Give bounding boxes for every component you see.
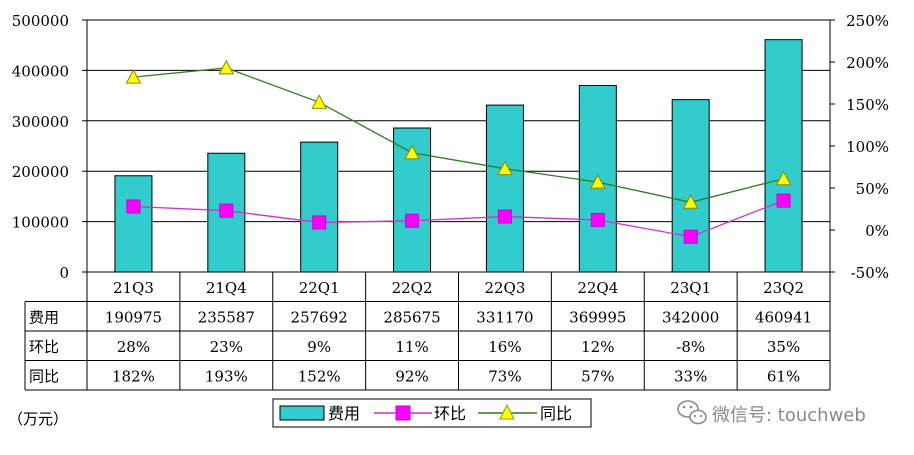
right-tick-label: 200% (846, 54, 889, 72)
table-cell: 35% (767, 338, 800, 356)
left-tick-label: 100000 (12, 214, 69, 232)
line-qoq (133, 199, 784, 238)
x-tick-label: 23Q1 (670, 279, 711, 297)
legend: 费用 环比 同比 (272, 398, 592, 428)
unit-label: （万元） (8, 410, 68, 428)
left-tick-label: 200000 (12, 163, 69, 181)
point-yoy-22Q2 (404, 144, 420, 160)
point-yoy-23Q1 (682, 194, 699, 209)
point-qoq-21Q3 (126, 199, 141, 214)
line-yoy (133, 67, 784, 203)
right-tick-label: 50% (856, 180, 889, 198)
point-qoq-22Q2 (405, 213, 420, 228)
point-yoy-22Q3 (497, 160, 513, 176)
point-yoy-21Q3 (125, 69, 142, 84)
legend-swatch-fees (279, 405, 325, 421)
x-tick-label: 21Q3 (113, 279, 154, 297)
table-cell: -8% (676, 338, 705, 356)
table-cell: 61% (767, 367, 800, 385)
bar-22Q3 (485, 104, 524, 273)
table-cell: 12% (581, 338, 614, 356)
table-cell: 152% (298, 367, 341, 385)
watermark-text: 微信号: touchweb (712, 405, 866, 426)
table-cell: 235587 (198, 308, 255, 326)
left-tick-label: 400000 (12, 62, 69, 80)
x-tick-label: 22Q1 (299, 279, 340, 297)
table-row-label: 同比 (29, 367, 59, 385)
point-qoq-22Q3 (497, 209, 512, 224)
right-tick-label: -50% (851, 264, 889, 282)
right-tick-label: 0% (865, 222, 889, 240)
table-cell: 369995 (569, 308, 626, 326)
point-yoy-23Q2 (775, 170, 792, 186)
x-tick-label: 22Q3 (484, 279, 525, 297)
legend-label-yoy: 同比 (540, 404, 572, 423)
table-row-label: 费用 (29, 308, 59, 326)
point-qoq-23Q1 (683, 229, 698, 244)
left-tick-label: 0 (59, 264, 69, 282)
bar-23Q2 (764, 39, 803, 273)
bar-23Q1 (671, 99, 710, 273)
x-tick-label: 22Q4 (577, 279, 618, 297)
bar-series-fees (114, 39, 803, 273)
point-qoq-22Q1 (312, 215, 327, 230)
bar-22Q2 (393, 127, 432, 273)
point-qoq-21Q4 (219, 203, 234, 218)
table-cell: 182% (112, 367, 155, 385)
watermark: 微信号: touchweb (677, 400, 866, 426)
legend-label-qoq: 环比 (434, 404, 466, 423)
point-yoy-21Q4 (218, 59, 235, 75)
point-qoq-23Q2 (776, 193, 791, 208)
table-cell: 23% (210, 338, 243, 356)
left-tick-label: 300000 (12, 113, 69, 131)
right-tick-label: 150% (846, 96, 889, 114)
table-cell: 193% (205, 367, 248, 385)
x-tick-label: 22Q2 (392, 279, 433, 297)
table-cell: 285675 (383, 308, 440, 326)
point-yoy-22Q4 (589, 174, 606, 189)
point-yoy-22Q1 (311, 94, 328, 109)
table-cell: 257692 (291, 308, 348, 326)
point-qoq-22Q4 (590, 212, 605, 227)
right-tick-label: 100% (846, 138, 889, 156)
table-row-label: 环比 (29, 338, 59, 356)
table-cell: 33% (674, 367, 707, 385)
axes: 0 100000 200000 300000 400000 500000 -50% 0% 50%… (12, 12, 889, 282)
table-cell: 92% (395, 367, 428, 385)
legend-marker-yoy (499, 403, 515, 420)
x-tick-label: 23Q2 (763, 279, 804, 297)
table-cell: 331170 (476, 308, 533, 326)
line-series (125, 59, 792, 244)
data-table: 21Q3 21Q4 22Q1 22Q2 22Q3 22Q4 23Q1 23Q2 费用 190975… (24, 271, 831, 391)
table-cell: 11% (395, 338, 428, 356)
bar-22Q1 (300, 141, 339, 273)
gridlines (87, 19, 830, 272)
plot-area (87, 20, 830, 272)
table-cell: 28% (117, 338, 150, 356)
table-cell: 342000 (662, 308, 719, 326)
table-cell: 190975 (105, 308, 162, 326)
table-cell: 57% (581, 367, 614, 385)
table-cell: 460941 (755, 308, 812, 326)
legend-marker-qoq (395, 405, 411, 421)
legend-label-fees: 费用 (328, 404, 360, 423)
table-cell: 73% (488, 367, 521, 385)
wechat-icon (677, 400, 707, 425)
table-cell: 9% (307, 338, 331, 356)
table-cell: 16% (488, 338, 521, 356)
x-tick-label: 21Q4 (206, 279, 247, 297)
left-tick-label: 500000 (12, 12, 69, 30)
right-tick-label: 250% (846, 12, 889, 30)
bar-21Q3 (114, 175, 153, 273)
